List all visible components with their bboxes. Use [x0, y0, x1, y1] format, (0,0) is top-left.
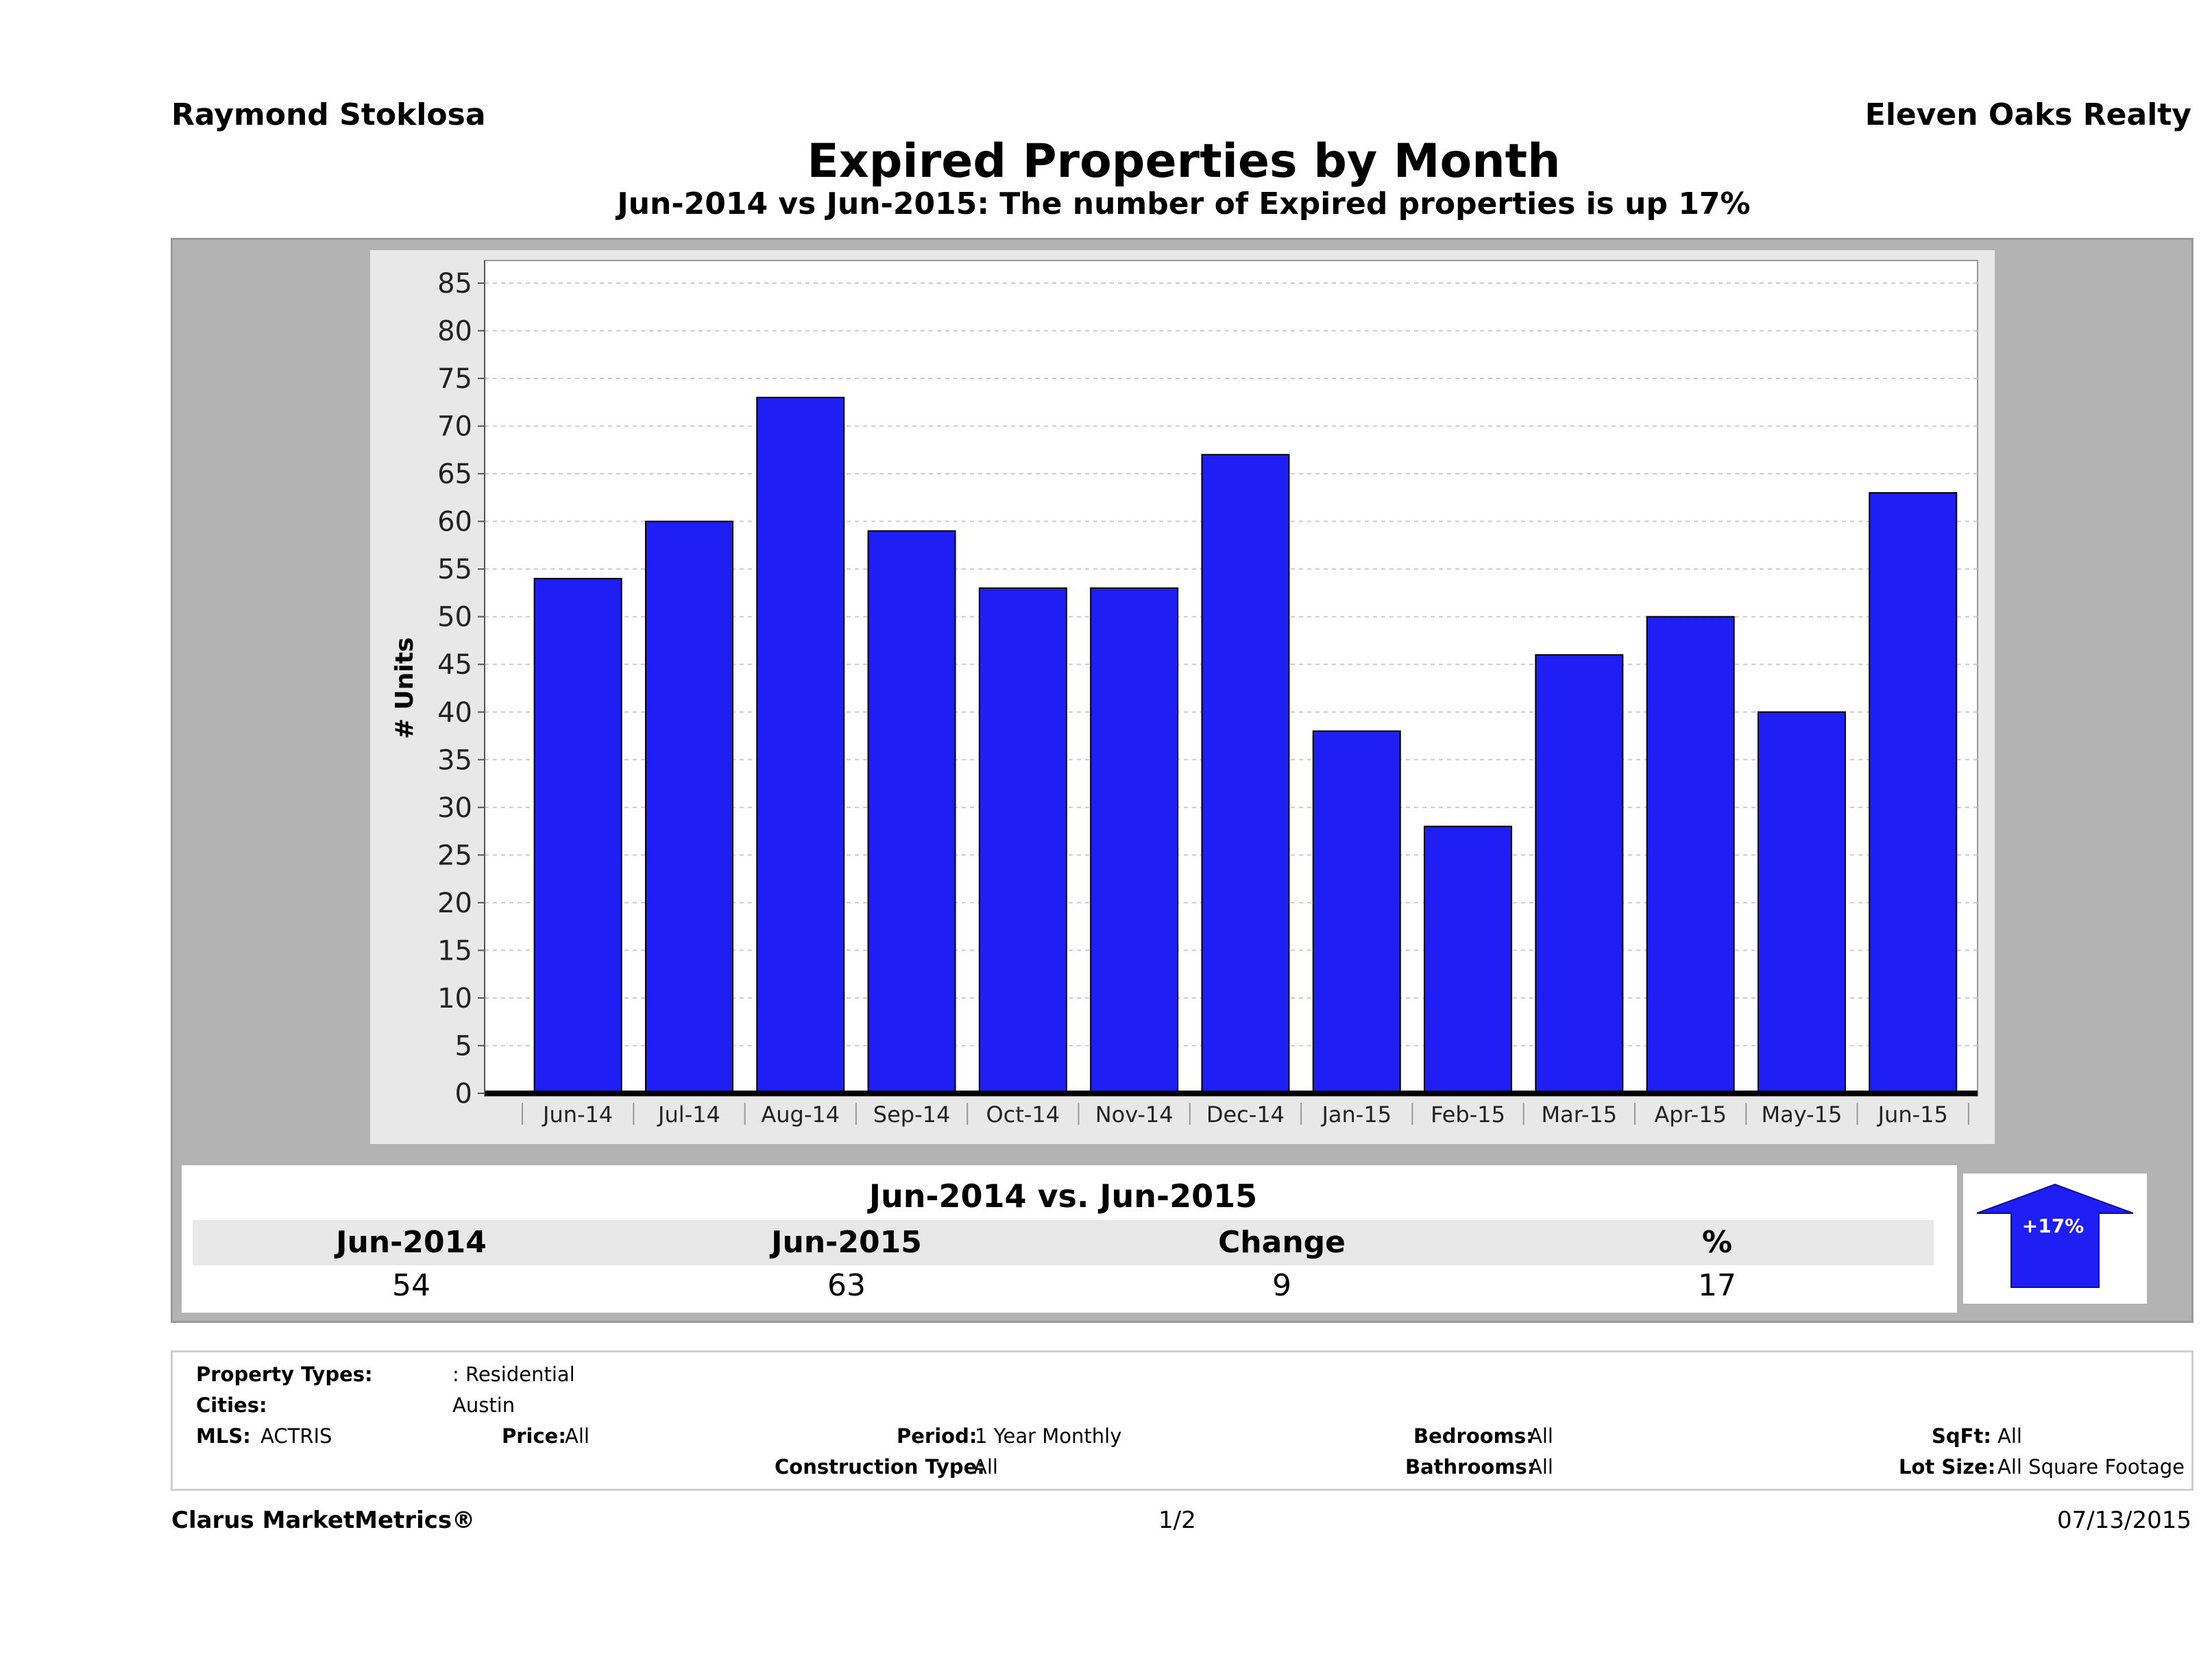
y-tick-label: 60 — [437, 507, 472, 538]
filter-price-label: Price: — [502, 1424, 566, 1448]
filter-price-value: All — [565, 1424, 590, 1448]
filter-construction-label: Construction Type: — [775, 1455, 985, 1479]
summary-header-band — [193, 1220, 1934, 1265]
y-tick-label: 40 — [437, 697, 472, 729]
y-tick-label: 75 — [437, 363, 472, 395]
x-tick-label: Jan-15 — [1320, 1102, 1391, 1128]
x-tick-label: Jun-15 — [1877, 1102, 1948, 1128]
y-tick-label: 15 — [437, 935, 472, 966]
y-tick-label: 10 — [437, 983, 472, 1014]
filter-sqft-value: All — [1997, 1424, 2022, 1448]
summary-title: Jun-2014 vs. Jun-2015 — [193, 1174, 1934, 1219]
y-tick-label: 50 — [437, 602, 472, 633]
bar — [1312, 730, 1401, 1094]
bar — [756, 396, 845, 1094]
x-tick-label: Apr-15 — [1654, 1102, 1727, 1128]
x-tick-label: Jul-14 — [657, 1102, 720, 1128]
filter-bedrooms-label: Bedrooms: — [1413, 1424, 1534, 1448]
chart-subtitle: Jun-2014 vs Jun-2015: The number of Expi… — [617, 186, 1751, 221]
y-tick-label: 5 — [455, 1030, 472, 1062]
filter-property-types-label: Property Types: — [196, 1363, 373, 1386]
filter-construction-value: All — [973, 1455, 998, 1479]
chart-panel: 0 5 10 15 20 25 30 35 40 45 50 55 60 65 70 75 80 85 # Unit… — [370, 250, 1995, 1144]
y-tick-label: 65 — [437, 459, 472, 490]
y-tick-label: 85 — [437, 268, 472, 300]
y-tick-label: 35 — [437, 744, 472, 776]
filter-period-label: Period: — [897, 1424, 977, 1448]
y-tick-label: 45 — [437, 649, 472, 681]
bar — [1646, 616, 1735, 1094]
x-tick-label: Sep-14 — [873, 1102, 951, 1128]
x-tick-label: Feb-15 — [1431, 1102, 1505, 1128]
filters-box — [171, 1350, 2193, 1491]
footer-page-number: 1/2 — [1158, 1507, 1196, 1534]
y-tick-label: 70 — [437, 411, 472, 443]
filter-lot-size-label: Lot Size: — [1899, 1455, 1996, 1479]
filter-property-types-value: : Residential — [452, 1363, 575, 1386]
y-tick-label: 30 — [437, 792, 472, 824]
up-arrow-icon — [1976, 1183, 2134, 1288]
bar — [867, 530, 956, 1095]
x-tick-label: Jun-14 — [542, 1102, 613, 1128]
bar — [1424, 825, 1513, 1095]
change-indicator-label: +17% — [2021, 1215, 2085, 1237]
x-tick-label: Mar-15 — [1542, 1102, 1618, 1128]
footer-brand: Clarus MarketMetrics® — [171, 1507, 476, 1534]
bar — [644, 520, 733, 1095]
chart-title: Expired Properties by Month — [807, 134, 1561, 189]
y-tick-label: 0 — [455, 1078, 472, 1110]
filter-sqft-label: SqFt: — [1932, 1424, 1991, 1448]
summary-value-jun-2014: 54 — [392, 1268, 430, 1303]
y-axis-label: # Units — [391, 637, 419, 740]
filter-cities-label: Cities: — [196, 1394, 267, 1417]
bar — [978, 587, 1067, 1094]
bar-chart: 0 5 10 15 20 25 30 35 40 45 50 55 60 65 70 75 80 85 # Unit… — [391, 260, 1978, 1128]
summary-value-band — [193, 1267, 1934, 1305]
summary-value-change: 9 — [1272, 1268, 1291, 1303]
filter-cities-value: Austin — [452, 1394, 515, 1417]
x-tick-label: May-15 — [1762, 1102, 1843, 1128]
bar — [1090, 587, 1179, 1094]
footer-date: 07/13/2015 — [2057, 1507, 2191, 1534]
y-tick-label: 20 — [437, 888, 472, 919]
filter-bathrooms-value: All — [1529, 1455, 1553, 1479]
company-name: Eleven Oaks Realty — [1864, 97, 2191, 132]
y-tick-label: 25 — [437, 840, 472, 871]
filter-period-value: 1 Year Monthly — [975, 1424, 1122, 1448]
change-indicator — [1963, 1174, 2147, 1304]
summary-header-change: Change — [1218, 1225, 1346, 1260]
filter-bedrooms-value: All — [1529, 1424, 1553, 1448]
y-tick-label: 80 — [437, 316, 472, 348]
bar — [1869, 491, 1958, 1095]
filter-mls-value: ACTRIS — [260, 1424, 332, 1448]
filter-bathrooms-label: Bathrooms: — [1405, 1455, 1535, 1479]
x-tick-label: Nov-14 — [1095, 1102, 1174, 1128]
bar — [1201, 454, 1290, 1094]
summary-header-percent: % — [1701, 1225, 1733, 1260]
summary-value-percent: 17 — [1698, 1268, 1736, 1303]
summary-header-jun-2014: Jun-2014 — [336, 1225, 487, 1260]
filter-mls-label: MLS: — [196, 1424, 251, 1448]
x-tick-label: Aug-14 — [761, 1102, 840, 1128]
bar — [533, 578, 622, 1095]
x-tick-label: Dec-14 — [1206, 1102, 1285, 1128]
bar — [1757, 711, 1846, 1094]
filter-lot-size-value: All Square Footage — [1997, 1455, 2185, 1479]
agent-name: Raymond Stoklosa — [171, 97, 486, 132]
bar — [1535, 654, 1624, 1094]
summary-header-jun-2015: Jun-2015 — [771, 1225, 922, 1260]
summary-value-jun-2015: 63 — [827, 1268, 866, 1303]
y-tick-label: 55 — [437, 554, 472, 585]
x-tick-label: Oct-14 — [986, 1102, 1060, 1128]
